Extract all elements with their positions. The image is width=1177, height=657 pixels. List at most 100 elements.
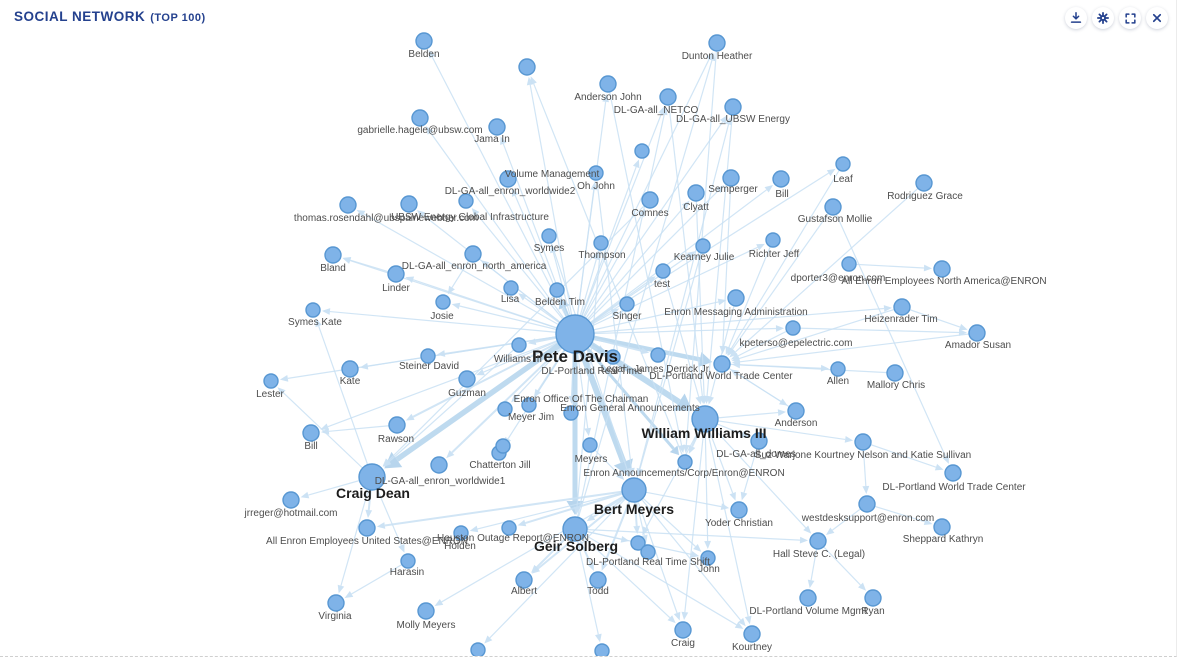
graph-node[interactable]	[630, 535, 646, 551]
download-button[interactable]	[1065, 7, 1087, 29]
graph-node[interactable]	[589, 571, 607, 589]
graph-node[interactable]	[599, 75, 617, 93]
graph-node[interactable]	[593, 235, 609, 251]
graph-node[interactable]	[713, 355, 731, 373]
graph-node[interactable]	[488, 118, 506, 136]
graph-node[interactable]	[582, 437, 598, 453]
graph-node[interactable]	[841, 256, 857, 272]
graph-node[interactable]	[730, 501, 748, 519]
graph-node[interactable]	[263, 373, 279, 389]
graph-node[interactable]	[674, 621, 692, 639]
graph-node[interactable]	[785, 320, 801, 336]
graph-node[interactable]	[387, 265, 405, 283]
graph-node[interactable]	[944, 464, 962, 482]
graph-node[interactable]	[521, 397, 537, 413]
graph-node[interactable]	[458, 193, 474, 209]
graph-node[interactable]	[687, 184, 705, 202]
graph-node[interactable]	[886, 364, 904, 382]
graph-node[interactable]	[915, 174, 933, 192]
graph-node[interactable]	[305, 302, 321, 318]
close-button[interactable]	[1146, 7, 1168, 29]
settings-button[interactable]	[1092, 7, 1114, 29]
graph-node[interactable]	[968, 324, 986, 342]
graph-node[interactable]	[458, 370, 476, 388]
graph-edge-arrowhead	[807, 579, 815, 589]
graph-node[interactable]	[420, 348, 436, 364]
graph-node[interactable]	[677, 454, 693, 470]
graph-node[interactable]	[695, 238, 711, 254]
graph-node[interactable]	[562, 516, 588, 542]
graph-node[interactable]	[655, 263, 671, 279]
graph-node[interactable]	[854, 433, 872, 451]
graph-node[interactable]	[621, 477, 647, 503]
graph-node[interactable]	[809, 532, 827, 550]
graph-node[interactable]	[588, 165, 604, 181]
graph-node[interactable]	[700, 550, 716, 566]
graph-node[interactable]	[495, 438, 511, 454]
graph-node[interactable]	[594, 643, 610, 657]
graph-node[interactable]	[858, 495, 876, 513]
graph-node[interactable]	[640, 544, 656, 560]
graph-node[interactable]	[619, 296, 635, 312]
graph-node[interactable]	[417, 602, 435, 620]
graph-edge-arrowhead	[405, 413, 415, 421]
graph-node[interactable]	[722, 169, 740, 187]
graph-edge	[574, 189, 767, 335]
graph-node[interactable]	[787, 402, 805, 420]
graph-node[interactable]	[453, 525, 469, 541]
graph-node[interactable]	[933, 518, 951, 536]
graph-node[interactable]	[933, 260, 951, 278]
graph-node[interactable]	[515, 571, 533, 589]
graph-node[interactable]	[497, 401, 513, 417]
graph-node[interactable]	[555, 314, 595, 354]
graph-node[interactable]	[864, 589, 882, 607]
graph-node[interactable]	[650, 347, 666, 363]
graph-node[interactable]	[893, 298, 911, 316]
graph-node[interactable]	[430, 456, 448, 474]
graph-node[interactable]	[772, 170, 790, 188]
graph-node[interactable]	[358, 463, 386, 491]
graph-node[interactable]	[327, 594, 345, 612]
graph-node[interactable]	[541, 228, 557, 244]
graph-node[interactable]	[549, 282, 565, 298]
graph-node[interactable]	[708, 34, 726, 52]
graph-edge-arrowhead	[518, 293, 527, 301]
graph-node[interactable]	[830, 361, 846, 377]
graph-node[interactable]	[464, 245, 482, 263]
graph-node[interactable]	[605, 349, 621, 365]
graph-edge	[704, 418, 807, 529]
graph-node[interactable]	[659, 88, 677, 106]
graph-node[interactable]	[341, 360, 359, 378]
graph-node[interactable]	[415, 32, 433, 50]
graph-node[interactable]	[724, 98, 742, 116]
graph-node[interactable]	[511, 337, 527, 353]
graph-node[interactable]	[634, 143, 650, 159]
graph-node[interactable]	[835, 156, 851, 172]
graph-node[interactable]	[400, 553, 416, 569]
graph-node[interactable]	[282, 491, 300, 509]
graph-node[interactable]	[435, 294, 451, 310]
graph-node[interactable]	[324, 246, 342, 264]
graph-node[interactable]	[799, 589, 817, 607]
graph-node[interactable]	[750, 432, 768, 450]
graph-node[interactable]	[691, 405, 719, 433]
graph-node[interactable]	[563, 405, 579, 421]
graph-node[interactable]	[824, 198, 842, 216]
graph-node[interactable]	[302, 424, 320, 442]
graph-node[interactable]	[727, 289, 745, 307]
graph-node[interactable]	[339, 196, 357, 214]
graph-node[interactable]	[499, 170, 517, 188]
fullscreen-button[interactable]	[1119, 7, 1141, 29]
graph-node[interactable]	[470, 642, 486, 657]
graph-node[interactable]	[388, 416, 406, 434]
graph-node[interactable]	[411, 109, 429, 127]
graph-node[interactable]	[743, 625, 761, 643]
graph-node[interactable]	[501, 520, 517, 536]
graph-node[interactable]	[358, 519, 376, 537]
graph-edge-arrowhead	[527, 338, 537, 346]
graph-node[interactable]	[518, 58, 536, 76]
graph-node[interactable]	[503, 280, 519, 296]
graph-node[interactable]	[641, 191, 659, 209]
graph-node[interactable]	[765, 232, 781, 248]
graph-node[interactable]	[400, 195, 418, 213]
